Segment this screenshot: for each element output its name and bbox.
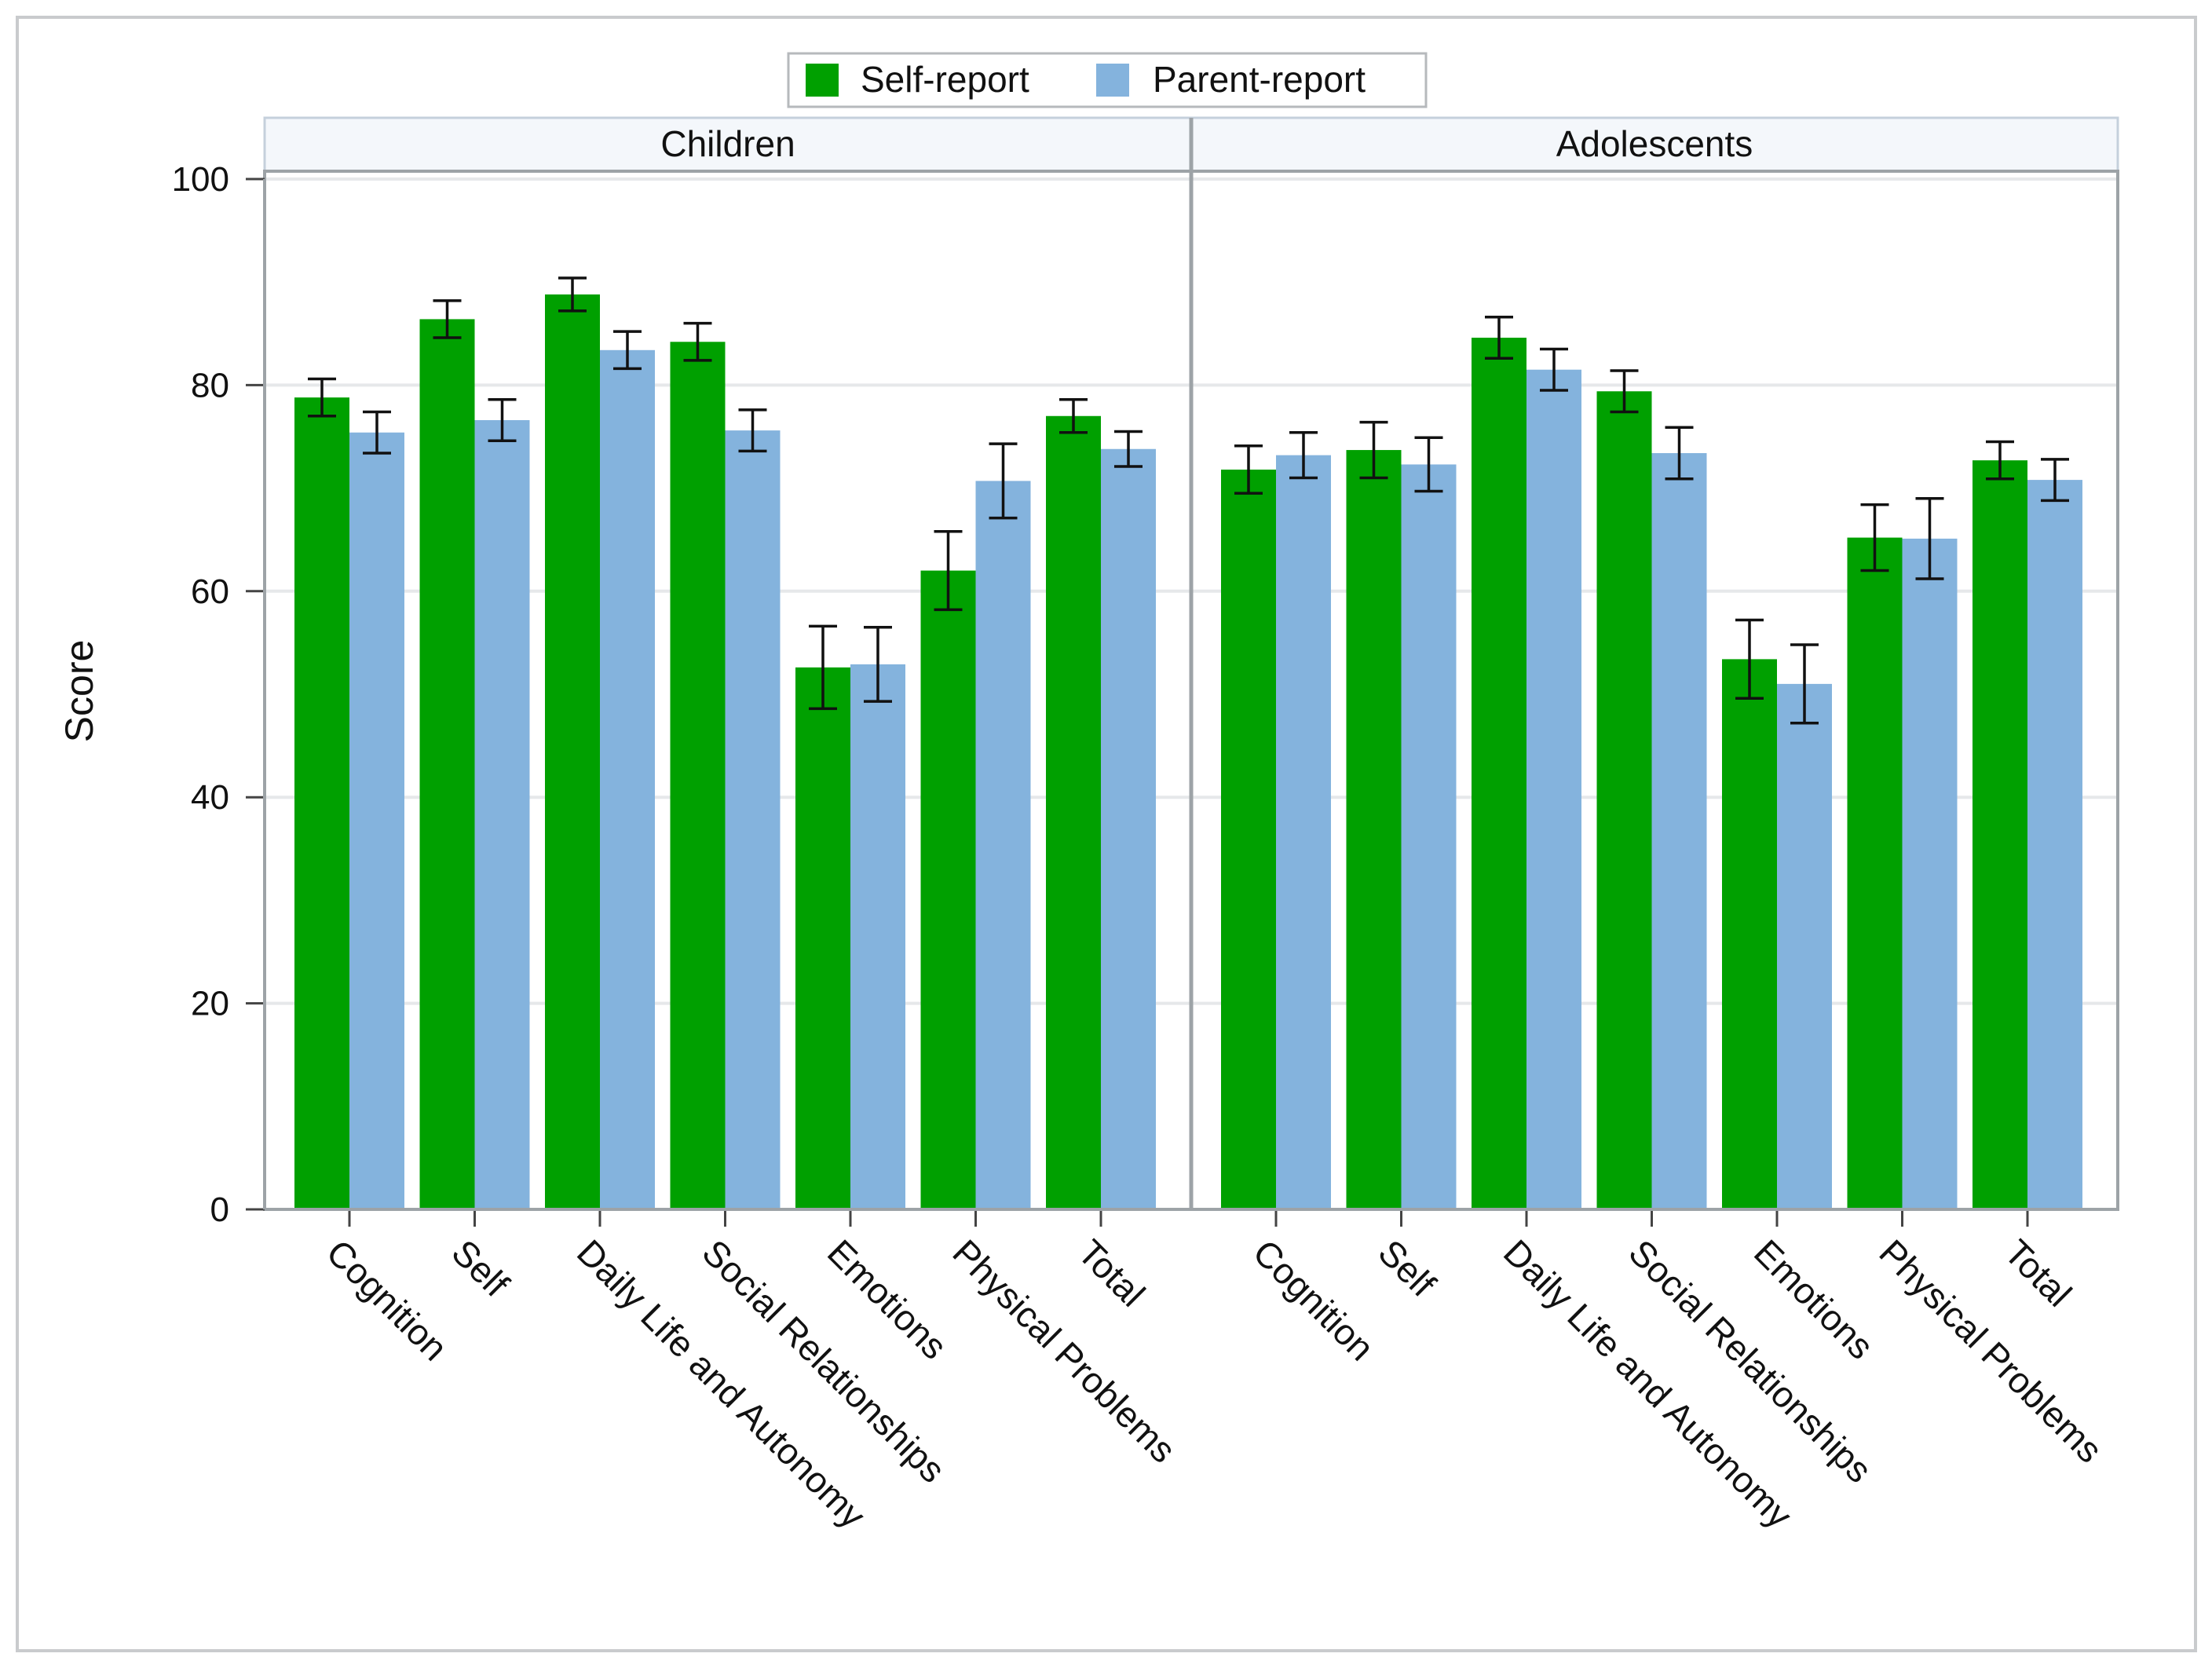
error-bar [683,321,712,362]
error-bar [1915,496,1944,580]
legend-swatch-parent-report [1096,64,1129,97]
bar-self-report-children [294,397,349,1209]
bar-self-report-children [419,319,475,1209]
error-bar [1540,347,1568,392]
bar-parent-report-children [600,349,655,1209]
error-bar [2041,458,2069,503]
bar-self-report-children [1046,415,1101,1209]
bar-self-report-children [795,667,850,1209]
y-tick-label: 100 [172,160,229,199]
error-bar [738,408,767,453]
legend: Self-report Parent-report [787,52,1428,108]
bar-parent-report-adolescents [1651,452,1707,1209]
y-tick-label: 0 [210,1191,229,1229]
error-bar [1610,369,1639,414]
bar-self-report-children [670,342,726,1209]
bar-parent-report-children [474,420,530,1209]
y-tick-label: 60 [191,572,229,611]
bar-parent-report-adolescents [1777,683,1832,1209]
bar-self-report-adolescents [1472,338,1526,1210]
error-bars [308,276,2069,725]
bar-self-report-adolescents [1847,537,1903,1209]
error-bar [1414,436,1443,493]
error-bar [864,625,892,703]
bar-self-report-children [920,570,976,1209]
error-bar [1359,420,1388,480]
error-bar [989,442,1018,520]
error-bar [1665,426,1694,481]
error-bar [488,398,517,442]
error-bar [934,529,963,612]
y-axis: 0 20 40 60 80 100 [172,160,2118,1229]
bar-parent-report-children [850,664,905,1209]
bar-parent-report-children [1101,448,1156,1209]
y-tick-label: 20 [191,985,229,1023]
error-bar [1485,316,1513,360]
bar-self-report-adolescents [1596,391,1652,1210]
bar-parent-report-adolescents [1526,369,1581,1210]
error-bar [1860,503,1889,572]
error-bar [1790,643,1819,725]
error-bar [1059,398,1088,434]
error-bar [558,276,587,313]
error-bar [1234,444,1263,495]
bar-parent-report-children [975,481,1031,1209]
bar-self-report-adolescents [1722,659,1777,1209]
error-bar [613,330,642,371]
error-bar [1986,440,2014,481]
bar-self-report-adolescents [1221,469,1276,1209]
y-tick-label: 80 [191,366,229,404]
panel-strip-adolescents [1190,116,2119,173]
y-tick-label: 40 [191,778,229,817]
bar-parent-report-adolescents [2027,480,2082,1209]
error-bar [1114,430,1143,468]
bars [294,294,2082,1210]
legend-label-self-report: Self-report [861,59,1029,100]
error-bar [1289,431,1318,480]
error-bar [433,299,462,339]
panel-title-children: Children [660,123,795,164]
y-axis-title: Score [57,640,101,743]
bar-self-report-adolescents [1346,450,1402,1209]
bar-self-report-children [545,294,600,1210]
error-bar [1735,618,1764,700]
panel-title-adolescents: Adolescents [1556,123,1753,164]
legend-swatch-self-report [806,64,839,97]
error-bar [308,377,336,418]
bar-parent-report-children [349,432,404,1209]
legend-label-parent-report: Parent-report [1153,59,1366,100]
error-bar [363,410,391,455]
bar-parent-report-children [725,430,781,1209]
bar-parent-report-adolescents [1401,464,1457,1209]
bar-parent-report-adolescents [1276,455,1331,1209]
bar-self-report-adolescents [1973,460,2027,1209]
bar-parent-report-adolescents [1902,538,1958,1209]
error-bar [809,624,837,711]
